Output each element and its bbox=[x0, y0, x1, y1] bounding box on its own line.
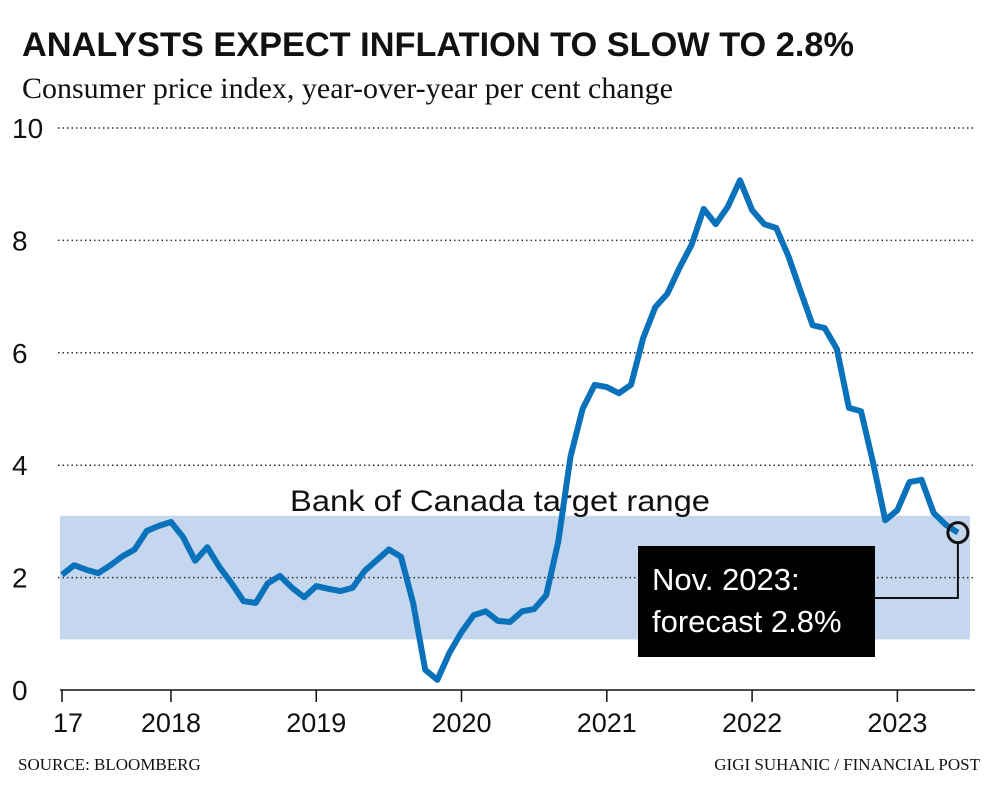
band-label: Bank of Canada target range bbox=[290, 485, 710, 518]
highlight-point bbox=[946, 521, 970, 545]
y-tick-label: 4 bbox=[12, 450, 28, 481]
y-tick-label: 0 bbox=[12, 675, 28, 706]
x-tick-label: 17 bbox=[53, 708, 83, 738]
y-tick-label: 10 bbox=[12, 113, 43, 144]
x-tick-label: 2018 bbox=[141, 708, 201, 738]
y-tick-label: 8 bbox=[12, 225, 28, 256]
credit: GIGI SUHANIC / FINANCIAL POST bbox=[714, 755, 980, 774]
y-tick-label: 2 bbox=[12, 563, 28, 594]
data-line bbox=[60, 177, 960, 683]
annotation-box bbox=[638, 546, 875, 657]
chart-subtitle: Consumer price index, year-over-year per… bbox=[22, 72, 673, 105]
y-tick-label: 6 bbox=[12, 338, 28, 369]
chart-title: ANALYSTS EXPECT INFLATION TO SLOW TO 2.8… bbox=[22, 26, 854, 64]
x-tick-label: 2023 bbox=[867, 708, 927, 738]
x-tick-label: 2021 bbox=[577, 708, 637, 738]
annotation-text: forecast 2.8% bbox=[652, 604, 842, 639]
x-tick-label: 2022 bbox=[722, 708, 782, 738]
x-tick-label: 2019 bbox=[286, 708, 346, 738]
annotation-connector bbox=[875, 542, 959, 599]
x-tick-label: 2020 bbox=[431, 708, 491, 738]
annotation-text: Nov. 2023: bbox=[652, 562, 800, 597]
source: SOURCE: BLOOMBERG bbox=[18, 755, 201, 774]
